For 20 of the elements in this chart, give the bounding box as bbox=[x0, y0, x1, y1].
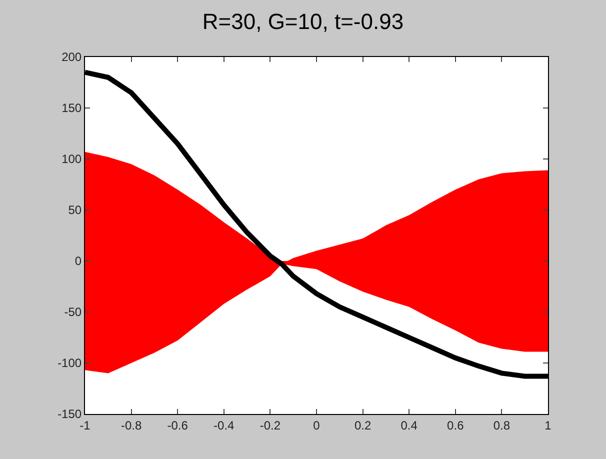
x-tick-label: 0 bbox=[313, 418, 320, 432]
x-tick-label: -0.4 bbox=[214, 418, 235, 432]
y-tick-label: -50 bbox=[64, 305, 82, 320]
x-tick-label: -0.6 bbox=[167, 418, 188, 432]
y-tick-label: 200 bbox=[62, 50, 82, 64]
y-tick-label: -150 bbox=[58, 407, 82, 422]
x-tick-label: 0.4 bbox=[400, 418, 418, 432]
y-tick-label: 0 bbox=[74, 254, 82, 268]
chart-title: R=30, G=10, t=-0.93 bbox=[202, 9, 404, 34]
y-tick-label: 50 bbox=[68, 203, 82, 218]
x-tick-label: 0.8 bbox=[493, 418, 510, 432]
y-tick-label: 150 bbox=[62, 101, 82, 116]
x-tick-label: -0.8 bbox=[120, 418, 142, 432]
x-tick-label: 0.6 bbox=[447, 418, 464, 432]
y-tick-label: -100 bbox=[58, 356, 82, 370]
y-tick-label: 100 bbox=[62, 152, 82, 166]
x-tick-label: 0.2 bbox=[354, 418, 372, 432]
x-tick-label: 1 bbox=[544, 418, 552, 432]
x-tick-label: -1 bbox=[80, 418, 91, 432]
x-tick-label: -0.2 bbox=[260, 418, 281, 432]
